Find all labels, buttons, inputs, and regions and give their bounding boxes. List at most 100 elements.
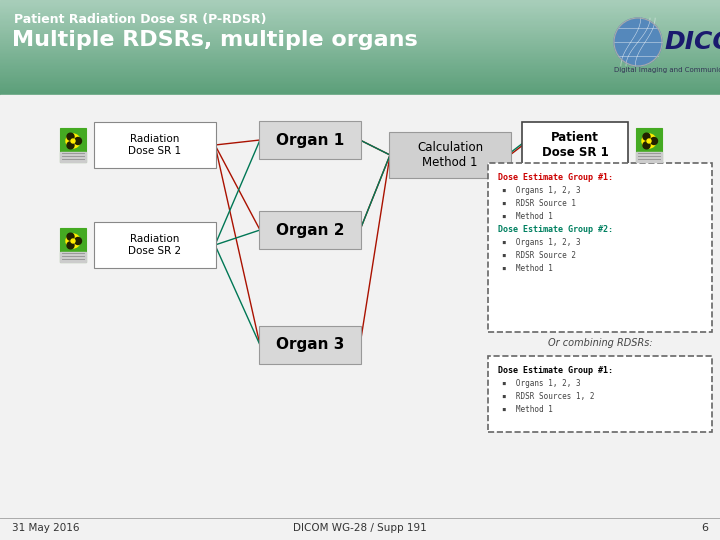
Bar — [0, 62, 720, 63]
Bar — [0, 12, 720, 13]
Text: ▪  Method 1: ▪ Method 1 — [502, 212, 553, 221]
FancyBboxPatch shape — [259, 211, 361, 249]
Bar — [0, 58, 720, 59]
Text: 6: 6 — [701, 523, 708, 533]
Bar — [0, 36, 720, 37]
Circle shape — [67, 142, 74, 149]
Circle shape — [66, 234, 80, 248]
Bar — [0, 17, 720, 18]
Bar — [0, 72, 720, 73]
Text: Dose Estimate Group #1:: Dose Estimate Group #1: — [498, 366, 613, 375]
Bar — [0, 1, 720, 2]
Bar — [0, 71, 720, 72]
Bar — [0, 18, 720, 19]
Bar — [0, 8, 720, 10]
Bar — [60, 252, 86, 262]
Bar — [0, 73, 720, 75]
Bar — [0, 13, 720, 14]
Circle shape — [66, 134, 80, 148]
Bar — [60, 152, 86, 162]
Bar — [0, 76, 720, 77]
Bar — [0, 45, 720, 46]
Bar — [0, 56, 720, 57]
Bar — [0, 49, 720, 50]
Circle shape — [67, 242, 74, 249]
Bar — [0, 24, 720, 25]
Bar — [0, 7, 720, 8]
Circle shape — [650, 138, 657, 145]
Text: ▪  Organs 1, 2, 3: ▪ Organs 1, 2, 3 — [502, 379, 580, 388]
Bar — [0, 79, 720, 81]
Circle shape — [643, 142, 650, 149]
Bar — [0, 30, 720, 31]
Text: ▪  Organs 1, 2, 3: ▪ Organs 1, 2, 3 — [502, 186, 580, 195]
Text: Organ 2: Organ 2 — [276, 222, 344, 238]
Text: ▪  Method 1: ▪ Method 1 — [502, 264, 553, 273]
Bar — [0, 85, 720, 87]
Bar — [0, 4, 720, 5]
Circle shape — [74, 138, 81, 145]
Bar — [0, 63, 720, 64]
Bar — [0, 39, 720, 40]
Bar — [0, 60, 720, 62]
Bar — [0, 10, 720, 11]
Bar — [0, 22, 720, 23]
Bar — [0, 26, 720, 28]
Bar — [0, 44, 720, 45]
Text: 31 May 2016: 31 May 2016 — [12, 523, 79, 533]
Text: ▪  Organs 1, 2, 3: ▪ Organs 1, 2, 3 — [502, 238, 580, 247]
Bar — [0, 81, 720, 82]
Bar — [0, 52, 720, 53]
Bar — [0, 38, 720, 39]
Bar — [0, 32, 720, 33]
Text: Dose Estimate Group #2:: Dose Estimate Group #2: — [498, 225, 613, 234]
Bar — [0, 95, 720, 540]
FancyBboxPatch shape — [389, 132, 511, 178]
Bar — [0, 83, 720, 84]
FancyBboxPatch shape — [522, 122, 628, 168]
Bar — [0, 82, 720, 83]
Bar — [0, 2, 720, 4]
Bar — [0, 94, 720, 95]
Bar — [0, 28, 720, 29]
FancyBboxPatch shape — [488, 163, 712, 332]
Bar — [0, 90, 720, 91]
FancyBboxPatch shape — [488, 356, 712, 432]
Bar — [0, 87, 720, 88]
Circle shape — [74, 238, 81, 245]
Text: Calculation
Method 1: Calculation Method 1 — [417, 141, 483, 169]
Bar — [0, 77, 720, 78]
Text: ▪  RDSR Sources 1, 2: ▪ RDSR Sources 1, 2 — [502, 392, 595, 401]
Text: Patient
Dose SR 1: Patient Dose SR 1 — [541, 131, 608, 159]
Bar — [0, 37, 720, 38]
Bar — [0, 51, 720, 52]
Bar — [0, 35, 720, 36]
Bar — [0, 78, 720, 79]
Bar — [0, 70, 720, 71]
Bar — [0, 68, 720, 69]
Circle shape — [614, 18, 662, 66]
Bar — [0, 75, 720, 76]
Text: Dose Estimate Group #1:: Dose Estimate Group #1: — [498, 173, 613, 182]
Text: Patient Radiation Dose SR (P-RDSR): Patient Radiation Dose SR (P-RDSR) — [14, 13, 266, 26]
Bar — [0, 66, 720, 68]
FancyBboxPatch shape — [94, 222, 216, 268]
Bar — [0, 43, 720, 44]
Bar — [0, 33, 720, 35]
Text: DICOM WG-28 / Supp 191: DICOM WG-28 / Supp 191 — [293, 523, 427, 533]
Bar — [0, 69, 720, 70]
Bar — [0, 5, 720, 6]
Bar — [636, 128, 662, 162]
Bar — [0, 6, 720, 7]
Text: Radiation
Dose SR 2: Radiation Dose SR 2 — [128, 234, 181, 256]
Text: Organ 1: Organ 1 — [276, 132, 344, 147]
Bar — [0, 29, 720, 30]
Circle shape — [67, 233, 74, 240]
Text: Multiple RDSRs, multiple organs: Multiple RDSRs, multiple organs — [12, 30, 418, 50]
Text: Organ 3: Organ 3 — [276, 338, 344, 353]
Circle shape — [647, 139, 651, 143]
Circle shape — [71, 139, 75, 143]
Bar — [0, 55, 720, 56]
Bar — [0, 0, 720, 1]
Text: Or combining RDSRs:: Or combining RDSRs: — [548, 338, 652, 348]
